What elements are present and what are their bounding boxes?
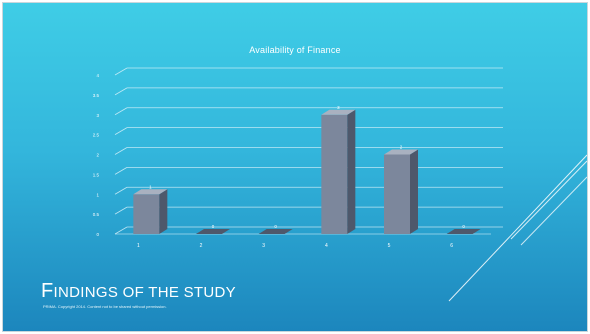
gridline-side	[114, 226, 128, 235]
gridline-side	[114, 186, 128, 195]
bar-top	[384, 149, 418, 155]
bar	[321, 114, 348, 234]
data-label: 0	[212, 224, 215, 229]
gridline-side	[114, 206, 128, 215]
chart-title: Availability of Finance	[249, 45, 341, 55]
bar-side	[347, 109, 356, 234]
gridline-side	[114, 167, 128, 175]
data-label: 0	[462, 224, 465, 229]
bar-top	[321, 109, 356, 115]
y-tick-label: 3.5	[93, 93, 100, 98]
y-tick-label: 0.5	[93, 212, 100, 217]
x-tick-label: 4	[325, 243, 328, 249]
slide-title: FINDINGS OF THE STUDY	[41, 280, 236, 303]
y-tick-label: 1.5	[93, 172, 100, 177]
x-tick-label: 3	[262, 243, 265, 249]
bar-zero	[196, 229, 230, 234]
gridline-side	[114, 127, 128, 135]
y-tick-label: 4	[96, 73, 99, 78]
y-tick-label: 2	[96, 153, 99, 158]
x-tick-label: 6	[450, 243, 453, 249]
y-tick-label: 3	[96, 113, 99, 118]
slide-title-first-letter: F	[41, 280, 54, 302]
slide-title-rest: INDINGS OF THE STUDY	[53, 284, 236, 301]
bar-side	[159, 189, 168, 234]
slide: Availability of Finance 0 0.5 1 1.5 2 2.5 3 3.5…	[3, 3, 587, 331]
y-tick-label: 1	[96, 192, 99, 197]
gridline-side	[114, 107, 128, 116]
data-label: 1	[149, 184, 152, 189]
data-label: 3	[337, 105, 340, 110]
y-tick-label: 2.5	[93, 133, 100, 138]
bar-zero	[258, 229, 293, 234]
x-tick-label: 1	[137, 243, 140, 249]
gridline-side	[114, 67, 128, 76]
bar-chart: 0 0.5 1 1.5 2 2.5 3 3.5 4 1 1 0 2 0 3 3 4 2 5 0 6	[93, 67, 503, 249]
gridline-side	[114, 147, 128, 155]
data-label: 0	[274, 224, 277, 229]
y-tick-label: 0	[96, 232, 99, 237]
bar	[384, 154, 410, 234]
bar-zero	[446, 229, 481, 234]
bar-top	[133, 189, 168, 195]
bar-side	[410, 149, 418, 234]
gridline-side	[114, 87, 128, 96]
bar	[133, 194, 160, 234]
data-label: 2	[400, 145, 403, 150]
x-tick-label: 5	[388, 243, 391, 249]
x-tick-label: 2	[200, 243, 203, 249]
footnote: PRIMA. Copyright 2014. Content not to be…	[43, 304, 167, 309]
